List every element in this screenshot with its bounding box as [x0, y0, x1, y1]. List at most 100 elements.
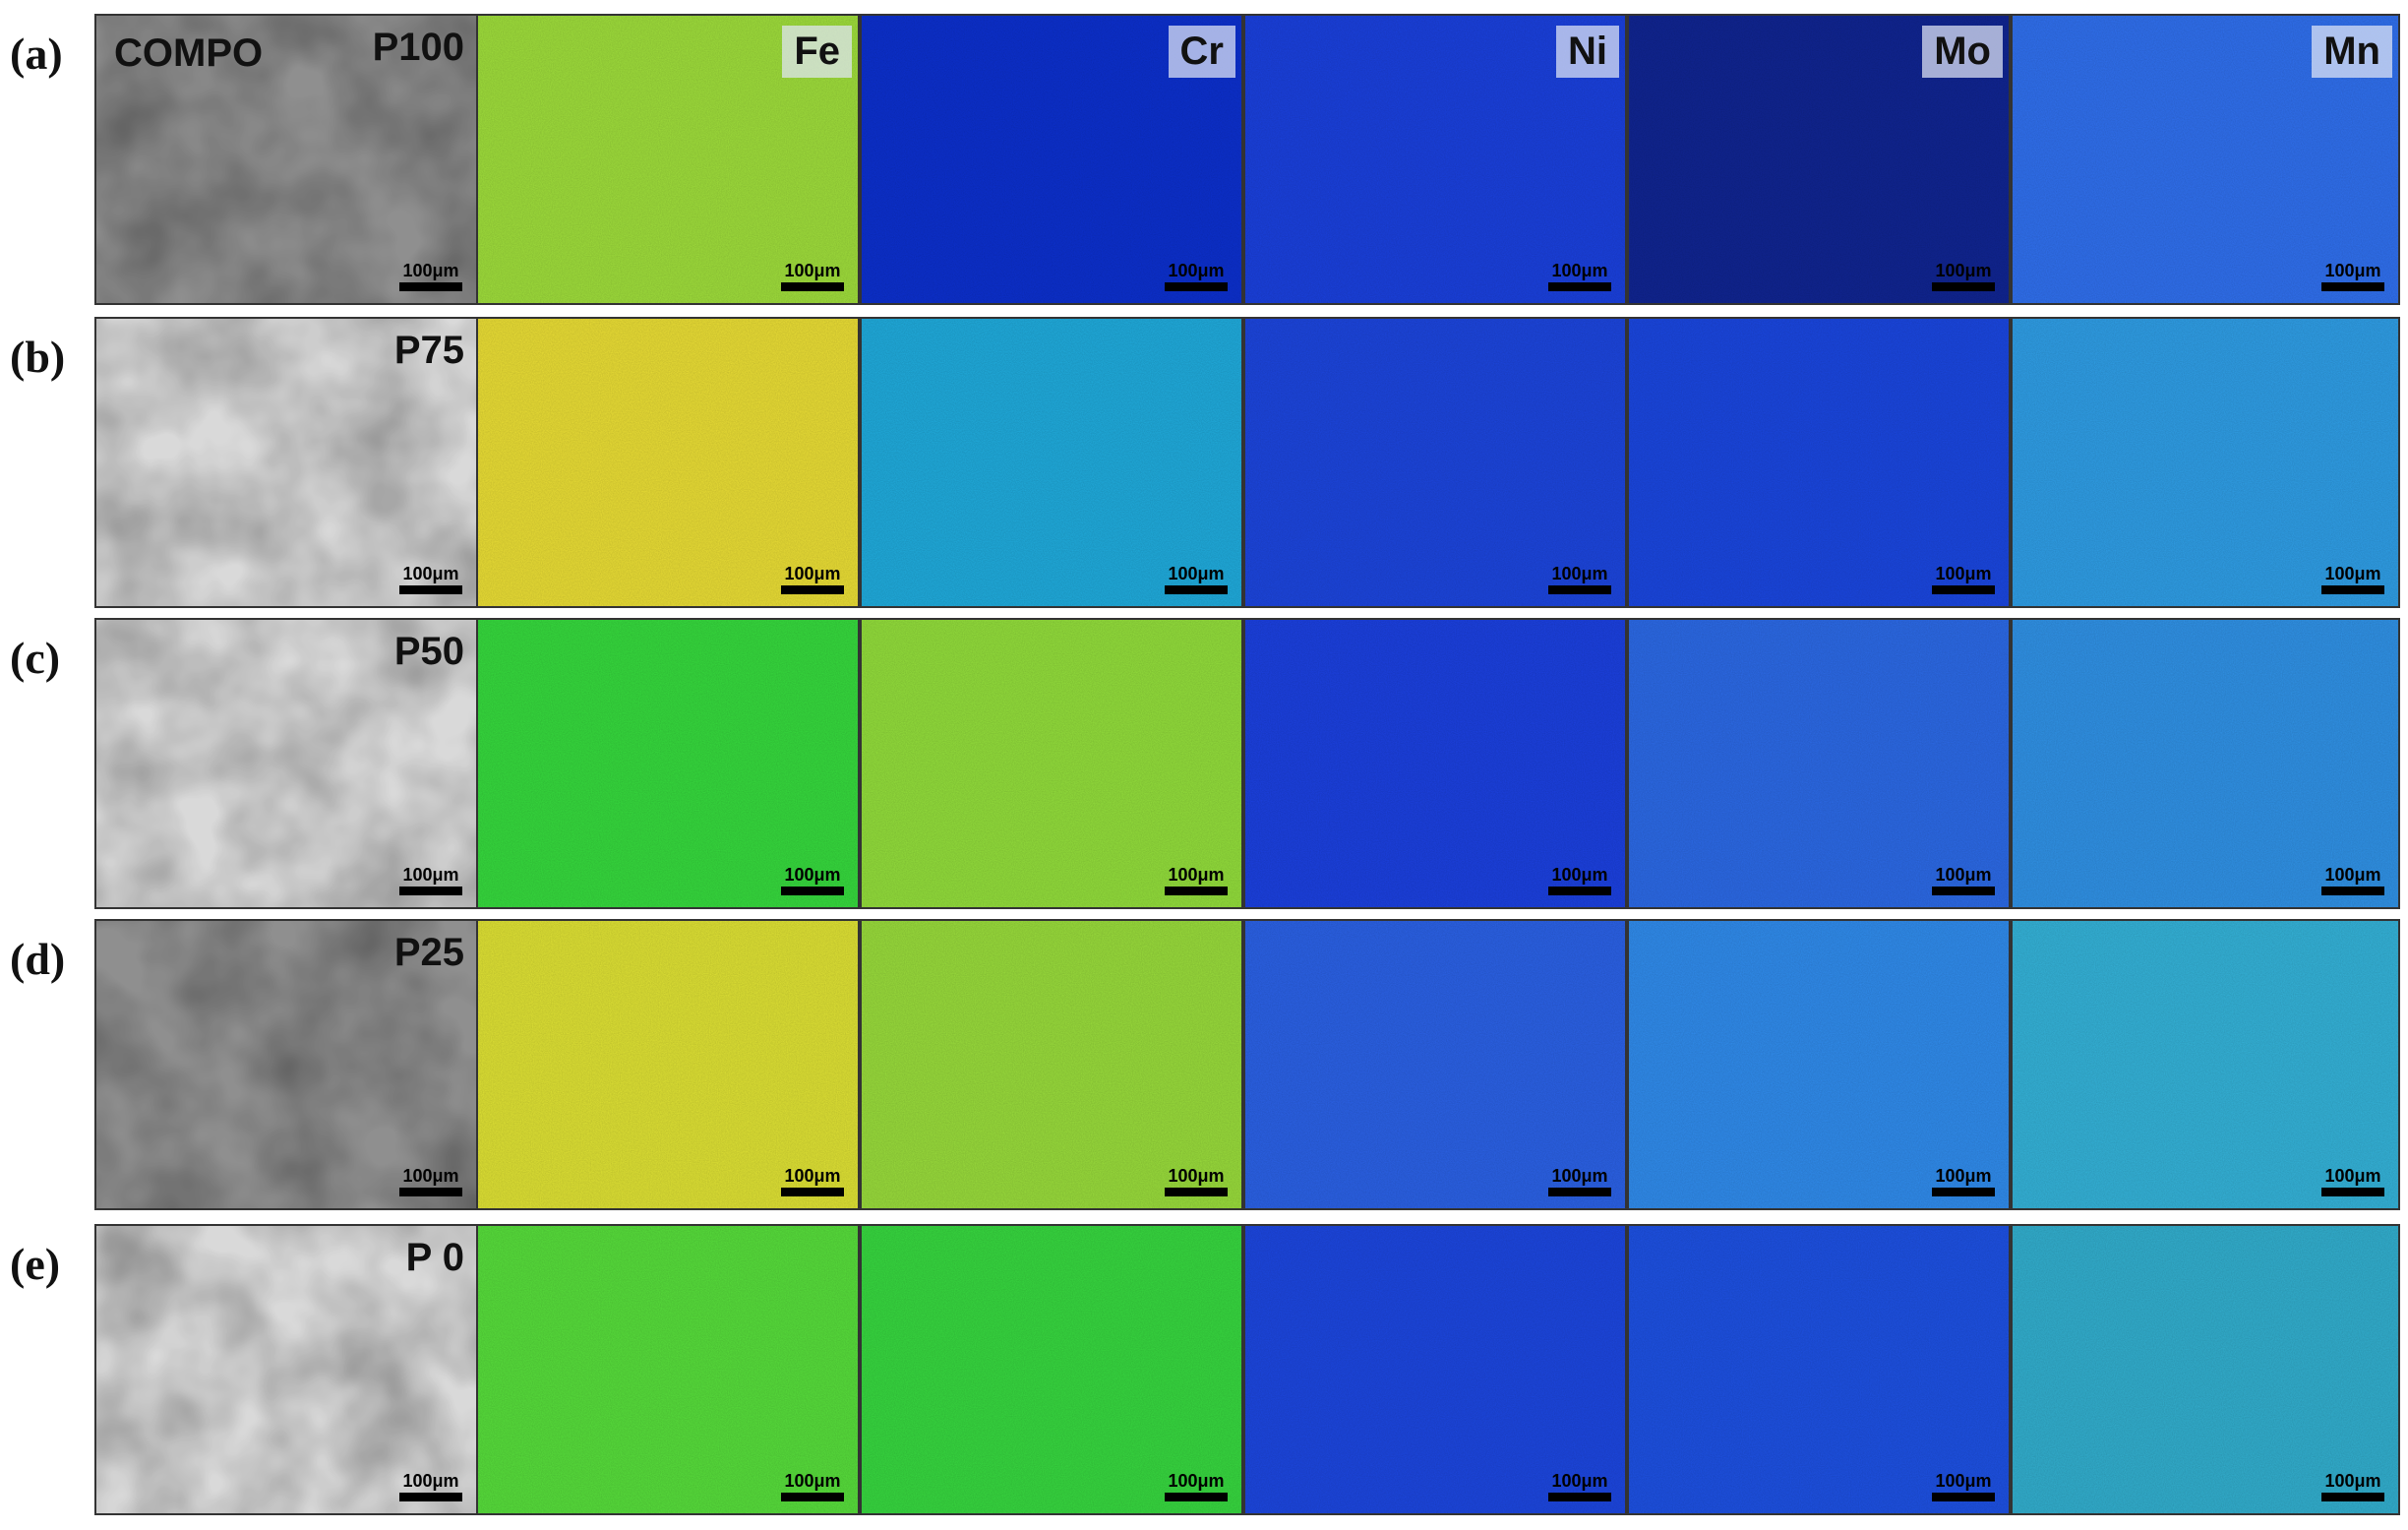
row-label: (e)	[10, 1239, 61, 1289]
eds-map-texture	[1245, 1226, 1625, 1513]
eds-map-texture	[862, 921, 1241, 1208]
map-noise-overlay	[96, 921, 476, 1208]
row-label: (b)	[10, 332, 66, 382]
scale-bar-line	[1165, 282, 1228, 291]
element-label: Fe	[782, 26, 852, 78]
scale-bar-text: 100μm	[2324, 261, 2381, 280]
element-label: Cr	[1168, 26, 1235, 78]
map-noise-overlay	[1629, 620, 2009, 907]
map-noise-overlay	[862, 1226, 1241, 1513]
scale-bar-line	[399, 1493, 462, 1501]
bse-image-panel: P25 100μm	[94, 919, 478, 1210]
scale-bar-text: 100μm	[2324, 865, 2381, 885]
eds-map-panel-mo: 100μm	[1627, 317, 2011, 608]
eds-map-panel-mn: 100μm	[2011, 618, 2400, 909]
scale-bar-text: 100μm	[402, 564, 459, 583]
eds-map-texture	[2013, 921, 2398, 1208]
scale-bar: 100μm	[781, 1166, 844, 1196]
scale-bar-line	[1548, 887, 1611, 895]
scale-bar-text: 100μm	[1168, 261, 1225, 280]
eds-map-texture	[478, 1226, 858, 1513]
bse-micrograph-texture	[96, 1226, 476, 1513]
scale-bar: 100μm	[399, 865, 462, 895]
eds-map-panel-ni: 100μm	[1243, 618, 1627, 909]
bse-image-panel: P 0 100μm	[94, 1224, 478, 1515]
scale-bar-line	[1932, 282, 1995, 291]
scale-bar-line	[781, 1493, 844, 1501]
sample-label: P75	[393, 329, 464, 372]
scale-bar: 100μm	[781, 865, 844, 895]
map-noise-overlay	[862, 921, 1241, 1208]
map-noise-overlay	[1629, 1226, 2009, 1513]
map-noise-overlay	[2013, 1226, 2398, 1513]
scale-bar: 100μm	[1548, 1166, 1611, 1196]
scale-bar: 100μm	[1932, 564, 1995, 594]
map-noise-overlay	[478, 1226, 858, 1513]
scale-bar: 100μm	[1548, 261, 1611, 291]
scale-bar: 100μm	[399, 1471, 462, 1501]
scale-bar-text: 100μm	[2324, 1471, 2381, 1491]
map-noise-overlay	[1245, 921, 1625, 1208]
map-noise-overlay	[96, 319, 476, 606]
eds-map-panel-ni: 100μm	[1243, 317, 1627, 608]
scale-bar: 100μm	[2321, 1471, 2384, 1501]
scale-bar-line	[1548, 1493, 1611, 1501]
scale-bar: 100μm	[2321, 1166, 2384, 1196]
eds-map-texture	[862, 16, 1241, 303]
eds-map-panel-ni: Ni 100μm	[1243, 14, 1627, 305]
scale-bar: 100μm	[1548, 865, 1611, 895]
eds-map-texture	[2013, 620, 2398, 907]
scale-bar-line	[1165, 1493, 1228, 1501]
bse-micrograph-texture	[96, 921, 476, 1208]
map-noise-overlay	[2013, 921, 2398, 1208]
scale-bar-line	[781, 887, 844, 895]
map-noise-overlay	[96, 16, 476, 303]
scale-bar-line	[1932, 1493, 1995, 1501]
scale-bar-line	[1932, 585, 1995, 594]
scale-bar: 100μm	[1932, 1166, 1995, 1196]
map-noise-overlay	[478, 319, 858, 606]
scale-bar-line	[1548, 585, 1611, 594]
scale-bar-text: 100μm	[1935, 1166, 1992, 1186]
eds-map-texture	[2013, 1226, 2398, 1513]
eds-map-texture	[478, 319, 858, 606]
scale-bar-text: 100μm	[1935, 1471, 1992, 1491]
eds-map-panel-fe: Fe 100μm	[476, 14, 860, 305]
eds-map-panel-cr: 100μm	[860, 919, 1243, 1210]
scale-bar: 100μm	[399, 1166, 462, 1196]
bse-micrograph-texture	[96, 620, 476, 907]
scale-bar-text: 100μm	[402, 1471, 459, 1491]
map-noise-overlay	[96, 1226, 476, 1513]
scale-bar-line	[1932, 887, 1995, 895]
scale-bar-line	[781, 585, 844, 594]
scale-bar-text: 100μm	[402, 865, 459, 885]
scale-bar-text: 100μm	[402, 1166, 459, 1186]
scale-bar-line	[399, 282, 462, 291]
scale-bar: 100μm	[399, 564, 462, 594]
scale-bar: 100μm	[1165, 1166, 1228, 1196]
row-label: (a)	[10, 29, 63, 79]
eds-map-panel-cr: 100μm	[860, 1224, 1243, 1515]
scale-bar: 100μm	[2321, 564, 2384, 594]
scale-bar: 100μm	[1165, 1471, 1228, 1501]
scale-bar-text: 100μm	[1551, 261, 1608, 280]
scale-bar: 100μm	[1932, 1471, 1995, 1501]
scale-bar-text: 100μm	[1551, 1166, 1608, 1186]
scale-bar-text: 100μm	[784, 865, 841, 885]
eds-map-texture	[1629, 921, 2009, 1208]
compo-label: COMPO	[114, 31, 264, 75]
scale-bar-text: 100μm	[1935, 564, 1992, 583]
scale-bar-text: 100μm	[784, 261, 841, 280]
scale-bar-line	[399, 1188, 462, 1196]
sample-label: P25	[393, 931, 464, 974]
map-noise-overlay	[478, 921, 858, 1208]
eds-map-panel-mo: 100μm	[1627, 919, 2011, 1210]
scale-bar: 100μm	[1548, 1471, 1611, 1501]
scale-bar-text: 100μm	[1935, 865, 1992, 885]
eds-map-panel-fe: 100μm	[476, 618, 860, 909]
scale-bar-line	[2321, 1188, 2384, 1196]
map-noise-overlay	[2013, 319, 2398, 606]
eds-map-texture	[1245, 921, 1625, 1208]
scale-bar: 100μm	[1165, 261, 1228, 291]
scale-bar-line	[1165, 887, 1228, 895]
